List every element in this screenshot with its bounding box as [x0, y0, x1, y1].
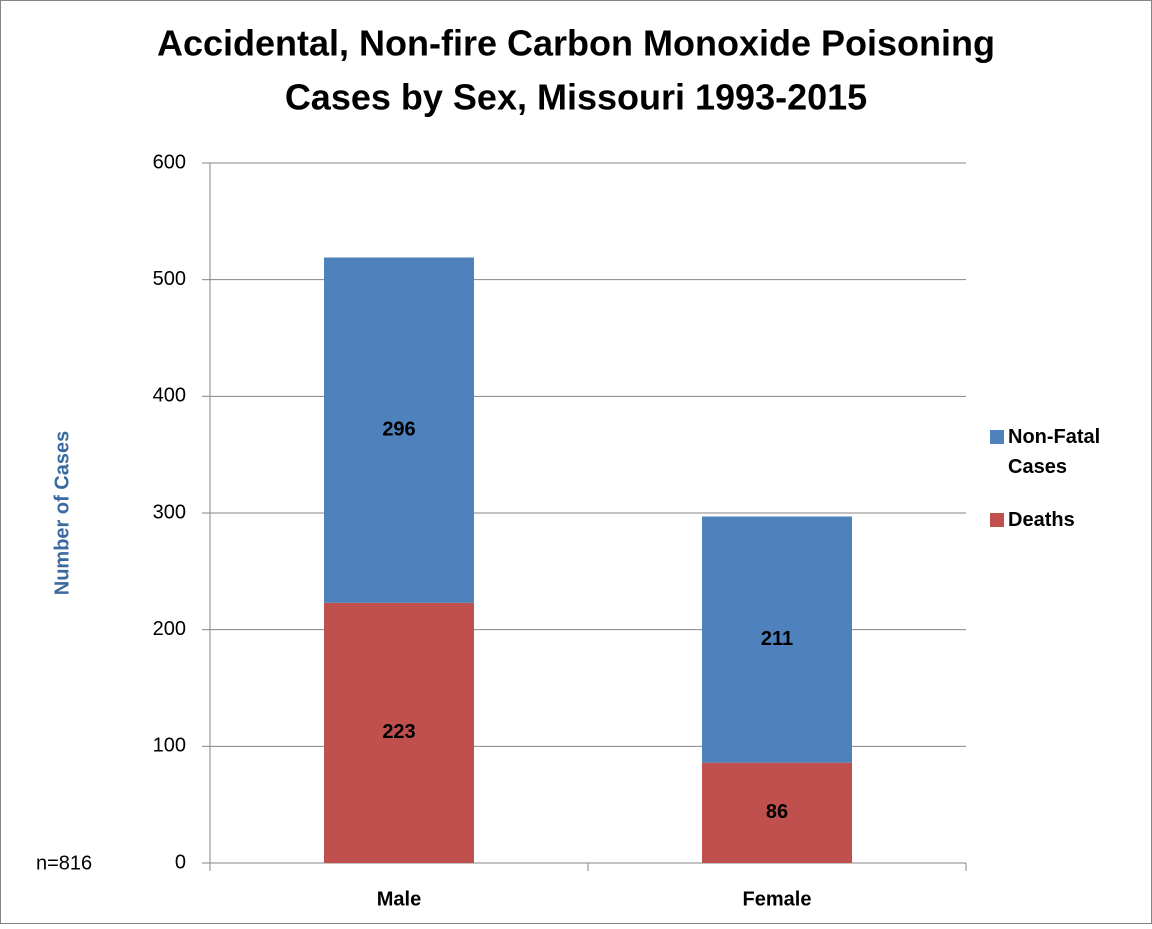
y-tick-label: 100: [153, 735, 186, 757]
bar-segment: [324, 602, 474, 863]
legend-label: Deaths: [1008, 509, 1075, 531]
legend-entry: Deaths: [1008, 509, 1075, 531]
y-tick-label: 600: [153, 151, 186, 173]
x-tick-label: Male: [377, 888, 421, 910]
bar-segment: [324, 257, 474, 603]
chart-title: Accidental, Non-fire Carbon Monoxide Poi…: [157, 23, 995, 64]
data-label: 211: [761, 628, 793, 650]
x-tick-label: Female: [743, 888, 812, 910]
y-tick-label: 0: [175, 851, 186, 873]
data-label: 223: [382, 721, 415, 743]
y-tick-label: 500: [153, 268, 186, 290]
legend-label: Non-Fatal Cases: [1008, 426, 1101, 478]
bar-segment: [702, 516, 852, 763]
data-label: 296: [382, 418, 415, 440]
y-tick-label: 200: [153, 618, 186, 640]
chart-title: Cases by Sex, Missouri 1993-2015: [285, 77, 867, 118]
annotation: n=816: [36, 852, 92, 874]
y-tick-label: 300: [153, 501, 186, 523]
legend-entry: Non-Fatal Cases: [1008, 426, 1101, 478]
legend-swatch: [990, 513, 1004, 527]
data-label: 86: [766, 801, 788, 823]
legend-swatch: [990, 430, 1004, 444]
bar-segment: [702, 762, 852, 863]
y-tick-label: 400: [153, 385, 186, 407]
y-axis-label: Number of Cases: [51, 431, 73, 596]
